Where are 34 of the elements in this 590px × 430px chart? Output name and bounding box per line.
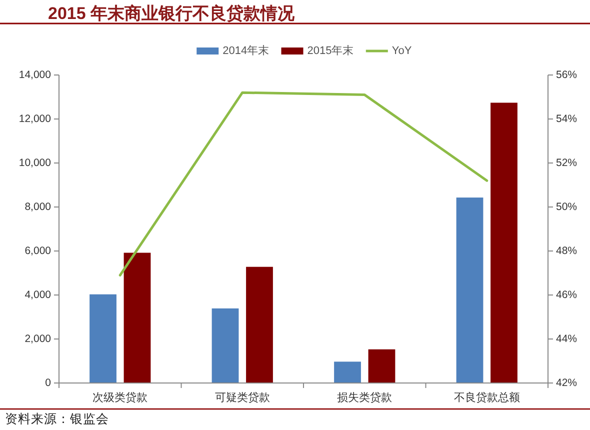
legend-label: YoY [392,44,412,57]
y2-tick-label: 52% [556,156,578,169]
chart-title: 2015 年末商业银行不良贷款情况 [48,4,296,23]
bar [212,308,239,383]
y-tick-label: 8,000 [24,200,52,213]
bar [334,362,361,383]
bar [490,102,518,383]
x-tick-label: 可疑类贷款 [214,391,270,404]
y2-tick-label: 54% [556,112,578,125]
bar [456,198,484,383]
y-tick-label: 10,000 [18,156,52,169]
legend-label: 2014年末 [222,44,270,57]
legend-label: 2015年末 [307,44,354,57]
bar [246,266,273,383]
y-tick-label: 2,000 [24,332,52,345]
text: 资料来源：银监会 [5,412,109,426]
y-tick-label: 12,000 [18,112,52,125]
x-tick-label: 损失类贷款 [337,391,392,404]
y2-tick-label: 42% [556,376,578,389]
y2-tick-label: 48% [556,244,578,257]
y-tick-label: 6,000 [24,244,52,257]
bar [124,252,151,383]
y2-tick-label: 50% [556,200,578,213]
x-tick-label: 不良贷款总额 [454,391,520,404]
line-series [118,91,488,276]
y-tick-label: 4,000 [24,288,52,301]
bar [90,294,116,383]
y-tick-label: 14,000 [18,68,52,81]
y-tick-label: 0 [45,376,52,389]
y2-tick-label: 46% [556,288,578,301]
bar [368,349,396,383]
x-tick-label: 次级类贷款 [92,391,148,404]
y2-tick-label: 44% [556,332,578,345]
y2-tick-label: 56% [556,68,578,81]
